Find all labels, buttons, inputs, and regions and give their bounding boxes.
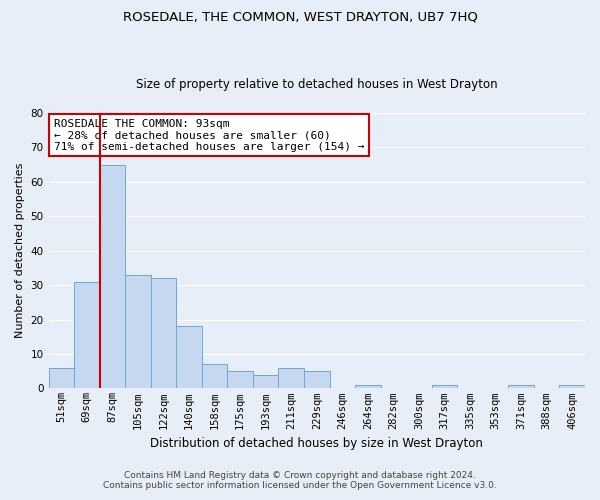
Title: Size of property relative to detached houses in West Drayton: Size of property relative to detached ho… [136,78,497,91]
Y-axis label: Number of detached properties: Number of detached properties [15,163,25,338]
Bar [100,164,125,388]
Bar [49,368,74,388]
Bar [202,364,227,388]
Bar [125,275,151,388]
Bar [304,371,329,388]
Bar [559,385,585,388]
Bar [432,385,457,388]
Bar [355,385,380,388]
Bar [253,374,278,388]
Bar [151,278,176,388]
Bar [278,368,304,388]
Text: ROSEDALE THE COMMON: 93sqm
← 28% of detached houses are smaller (60)
71% of semi: ROSEDALE THE COMMON: 93sqm ← 28% of deta… [54,118,364,152]
Text: Contains HM Land Registry data © Crown copyright and database right 2024.
Contai: Contains HM Land Registry data © Crown c… [103,470,497,490]
Bar [227,371,253,388]
Bar [74,282,100,389]
Bar [176,326,202,388]
X-axis label: Distribution of detached houses by size in West Drayton: Distribution of detached houses by size … [151,437,483,450]
Text: ROSEDALE, THE COMMON, WEST DRAYTON, UB7 7HQ: ROSEDALE, THE COMMON, WEST DRAYTON, UB7 … [122,10,478,23]
Bar [508,385,534,388]
